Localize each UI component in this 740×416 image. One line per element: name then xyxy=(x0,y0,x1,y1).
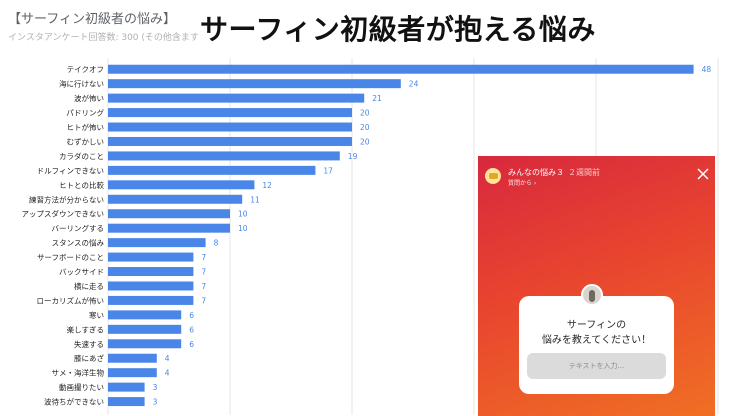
data-label: 8 xyxy=(214,239,219,248)
bar xyxy=(108,339,182,349)
bar xyxy=(108,353,157,363)
category-label: 膝にあざ xyxy=(74,353,104,363)
bar xyxy=(108,310,182,320)
data-label: 21 xyxy=(372,94,382,103)
bar xyxy=(108,281,194,291)
question-text: サーフィンの 悩みを教えてください！ xyxy=(541,320,652,346)
bar xyxy=(108,180,255,190)
bar xyxy=(108,223,230,233)
category-label: ローカリズムが怖い xyxy=(37,295,105,305)
category-label: バーリングする xyxy=(52,223,105,233)
data-label: 3 xyxy=(153,383,158,392)
overlay-title: サーフィン初級者が抱える悩み xyxy=(200,13,596,46)
data-label: 7 xyxy=(201,253,206,262)
bar xyxy=(108,238,206,248)
category-label: 動画撮りたい xyxy=(59,382,104,392)
mail-icon xyxy=(485,168,501,184)
chart-labels: 01020304050テイクオフ48海に行けない24波が怖い21パドリング20ヒ… xyxy=(22,65,712,407)
data-label: 6 xyxy=(189,325,194,334)
bar xyxy=(108,108,352,118)
story-header: みんなの悩み３ ２週間前 xyxy=(508,167,600,178)
data-label: 20 xyxy=(360,109,370,118)
bar xyxy=(108,368,157,378)
bar xyxy=(108,295,194,305)
data-label: 3 xyxy=(153,398,158,407)
category-label: ドルフィンできない xyxy=(37,166,104,175)
data-label: 12 xyxy=(262,181,272,190)
avatar xyxy=(581,284,603,306)
bar xyxy=(108,165,316,175)
close-icon[interactable] xyxy=(697,168,709,180)
category-label: 寒い xyxy=(89,310,104,320)
category-label: カラダのこと xyxy=(59,151,104,161)
bar xyxy=(108,397,145,407)
data-label: 20 xyxy=(360,137,370,146)
bar xyxy=(108,79,401,89)
data-label: 7 xyxy=(201,268,206,277)
data-label: 19 xyxy=(348,152,358,161)
data-label: 4 xyxy=(165,354,170,363)
data-label: 4 xyxy=(165,369,170,378)
answer-input[interactable]: テキストを入力... xyxy=(527,353,666,379)
chart-title: 【サーフィン初級者の悩み】 xyxy=(8,12,176,27)
category-label: ヒトが怖い xyxy=(67,122,105,132)
category-label: 波が怖い xyxy=(74,93,104,103)
bar xyxy=(108,136,352,146)
bar xyxy=(108,93,365,103)
category-label: テイクオフ xyxy=(67,65,104,74)
story-timestamp: ２週間前 xyxy=(568,168,600,177)
data-label: 17 xyxy=(323,166,333,175)
story-account-name: みんなの悩み３ xyxy=(508,168,564,177)
bar xyxy=(108,151,340,161)
category-label: ヒトとの比較 xyxy=(59,180,104,190)
data-label: 7 xyxy=(201,296,206,305)
data-label: 10 xyxy=(238,210,248,219)
bar xyxy=(108,324,182,334)
data-label: 10 xyxy=(238,224,248,233)
bar xyxy=(108,194,243,204)
category-label: サメ・海洋生物 xyxy=(52,368,105,378)
bar xyxy=(108,122,352,132)
bar xyxy=(108,252,194,262)
category-label: 海に行けない xyxy=(59,79,104,89)
data-label: 6 xyxy=(189,340,194,349)
bar xyxy=(108,64,694,74)
category-label: 練習方法が分からない xyxy=(29,194,104,204)
category-label: 失速する xyxy=(74,339,104,349)
data-label: 6 xyxy=(189,311,194,320)
category-label: 波待ちができない xyxy=(44,397,104,407)
data-label: 48 xyxy=(702,65,712,74)
chart-subtitle: インスタアンケート回答数: 300 (その他含ます xyxy=(8,33,199,43)
data-label: 20 xyxy=(360,123,370,132)
category-label: パドリング xyxy=(66,108,104,118)
chart-bars xyxy=(108,64,694,407)
category-label: むずかしい xyxy=(67,136,105,146)
instagram-story-screenshot: みんなの悩み３ ２週間前 質問から › サーフィンの 悩みを教えてください！ テキ… xyxy=(478,156,715,416)
bar xyxy=(108,209,230,219)
question-sticker: サーフィンの 悩みを教えてください！ テキストを入力... xyxy=(519,296,674,394)
category-label: サーフボードのこと xyxy=(37,253,104,262)
data-label: 11 xyxy=(250,195,260,204)
category-label: 横に走る xyxy=(74,281,104,291)
data-label: 24 xyxy=(409,80,419,89)
story-source[interactable]: 質問から › xyxy=(508,180,537,187)
category-label: 楽しすぎる xyxy=(67,324,104,334)
category-label: アップスダウンできない xyxy=(22,209,105,219)
data-label: 7 xyxy=(201,282,206,291)
bar xyxy=(108,382,145,392)
category-label: バックサイド xyxy=(59,268,104,277)
bar xyxy=(108,267,194,277)
category-label: スタンスの悩み xyxy=(52,238,105,248)
